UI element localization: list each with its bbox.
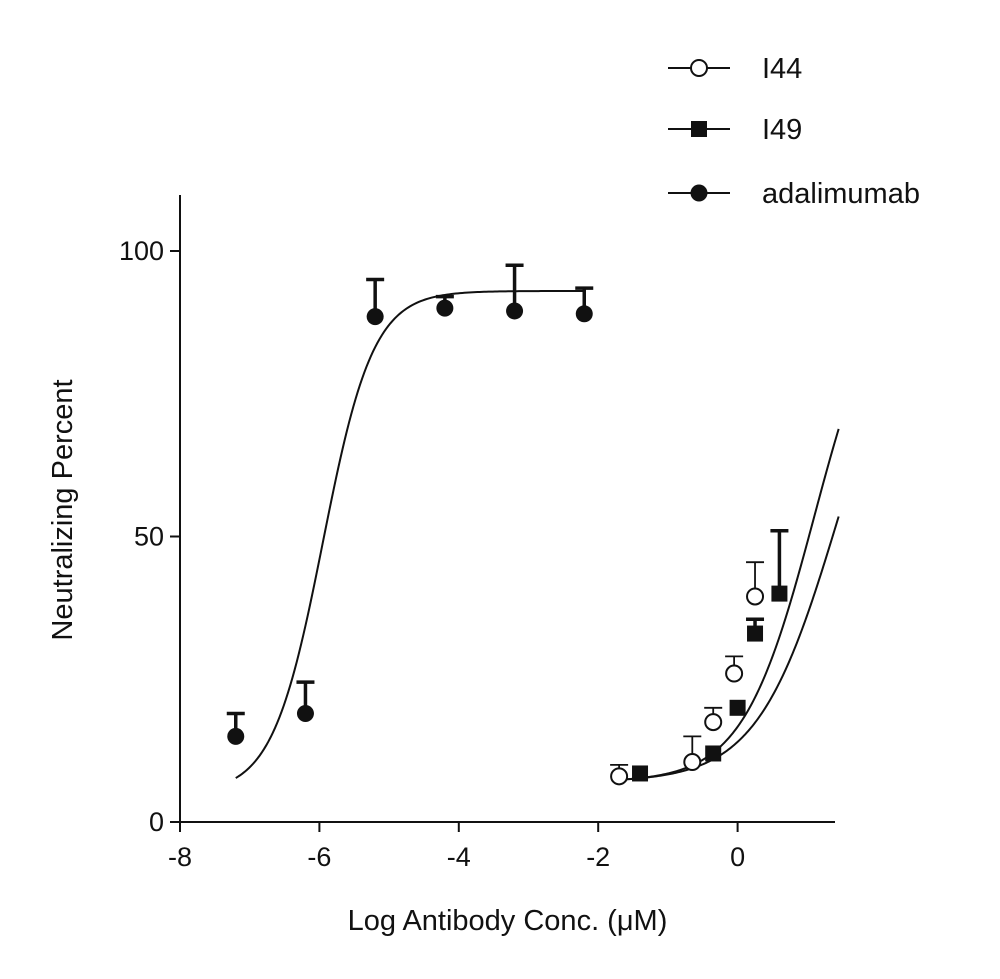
fit-curve-adalimumab xyxy=(235,289,585,779)
legend-marker xyxy=(691,121,707,137)
data-point-i44 xyxy=(704,713,723,732)
legend-marker xyxy=(690,59,708,77)
error-bars xyxy=(226,263,789,777)
x-tick-label: -4 xyxy=(447,842,471,872)
data-point-i44 xyxy=(683,753,702,772)
y-tick-label: 50 xyxy=(134,522,164,552)
data-point-i49 xyxy=(632,765,649,782)
fit-curves xyxy=(235,289,840,782)
data-point-adalimumab xyxy=(227,727,245,745)
data-point-adalimumab xyxy=(436,299,454,317)
y-tick-label: 0 xyxy=(149,807,164,837)
legend-marker xyxy=(690,184,708,202)
y-tick-label: 100 xyxy=(119,236,164,266)
x-tick-label: -6 xyxy=(307,842,331,872)
x-tick-label: -2 xyxy=(586,842,610,872)
y-axis-title: Neutralizing Percent xyxy=(47,379,79,640)
x-tick-label: -8 xyxy=(168,842,192,872)
legend-label: adalimumab xyxy=(762,178,920,210)
axes xyxy=(179,195,835,823)
data-point-i44 xyxy=(746,587,765,606)
data-point-i49 xyxy=(747,625,764,642)
data-point-adalimumab xyxy=(296,705,314,723)
data-point-adalimumab xyxy=(506,302,524,320)
data-markers xyxy=(227,299,788,786)
data-point-i49 xyxy=(771,585,788,602)
fit-curve-i49 xyxy=(615,516,840,781)
data-point-i44 xyxy=(725,664,744,683)
legend: I44 I49 adalimumab xyxy=(668,53,920,210)
legend-label: I44 xyxy=(762,53,802,85)
ticks: -8 -6 -4 -2 0 0 50 100 xyxy=(119,236,745,872)
fit-curve-i44 xyxy=(615,428,840,782)
data-point-i49 xyxy=(729,699,746,716)
data-point-i44 xyxy=(610,767,629,786)
x-axis-title: Log Antibody Conc. (μM) xyxy=(348,905,668,937)
data-point-i49 xyxy=(705,745,722,762)
data-point-adalimumab xyxy=(575,305,593,323)
legend-label: I49 xyxy=(762,114,802,146)
data-point-adalimumab xyxy=(366,308,384,326)
x-tick-label: 0 xyxy=(730,842,745,872)
